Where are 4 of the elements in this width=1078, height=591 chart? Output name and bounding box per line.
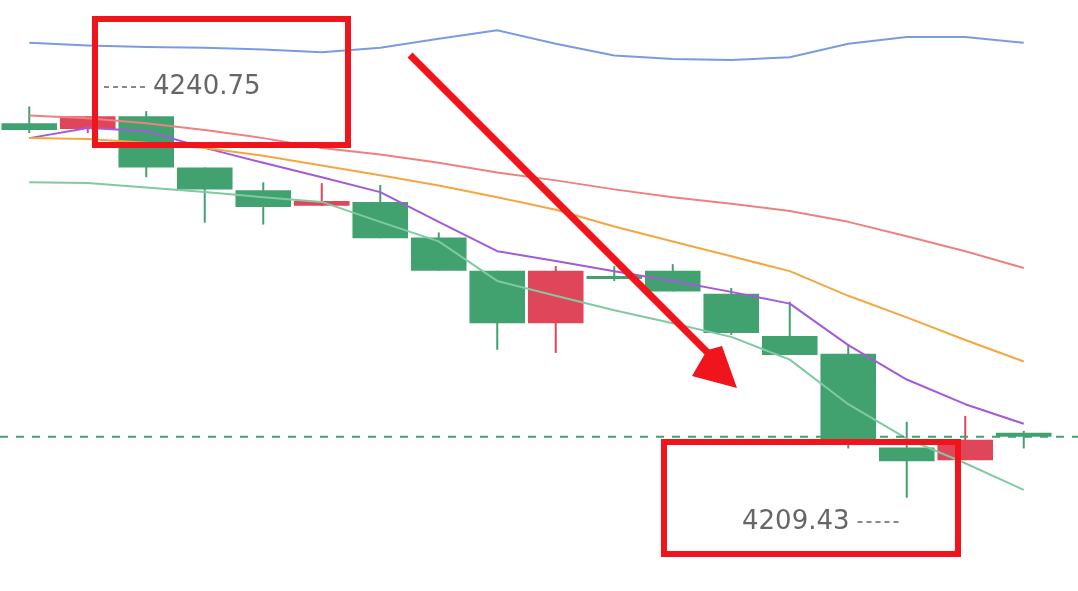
text: 4240.75 [153,69,261,100]
text: 4209.43 [742,504,850,535]
candlestick [1,105,58,135]
candlestick [878,420,935,499]
